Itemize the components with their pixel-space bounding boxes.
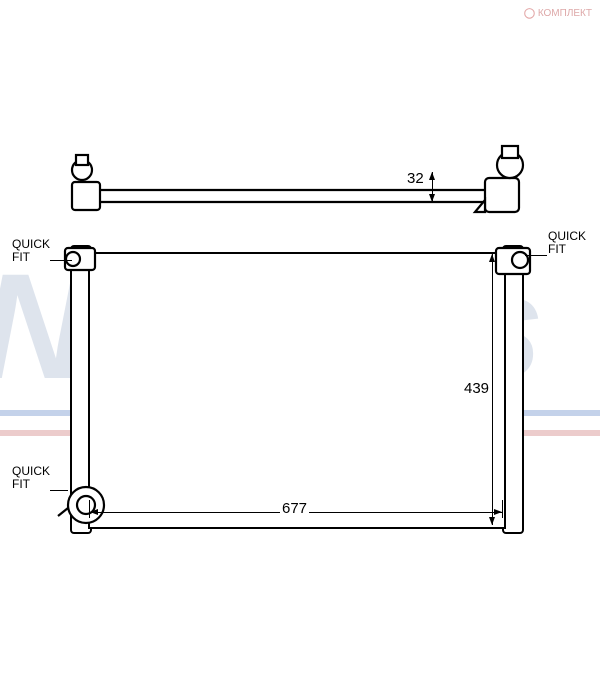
dim-677-ext-l: [89, 500, 90, 518]
corner-logo: ◯ КОМПЛЕКТ: [524, 8, 592, 19]
dim-677-label: 677: [280, 500, 309, 517]
quickfit-label-tl: QUICK FIT: [12, 238, 50, 263]
drawing-canvas: Nissens 32 677: [0, 0, 600, 695]
dim-32-line: [432, 172, 433, 202]
quickfit-label-bl: QUICK FIT: [12, 465, 50, 490]
radiator-top-view: [0, 0, 600, 250]
dim-439-line: [492, 254, 493, 525]
radiator-core: [88, 252, 506, 529]
quickfit-label-tr: QUICK FIT: [548, 230, 586, 255]
quickfit-leader-bl: [50, 490, 68, 491]
dim-677-ext-r: [502, 500, 503, 518]
dim-439-label: 439: [462, 380, 491, 397]
quickfit-leader-tl: [50, 260, 72, 261]
outlet-bottom-left: [56, 478, 116, 533]
inlet-top-left: [55, 238, 105, 278]
quickfit-leader-tr: [525, 255, 547, 256]
inlet-top-right: [492, 240, 542, 285]
dim-32-label: 32: [405, 170, 426, 187]
